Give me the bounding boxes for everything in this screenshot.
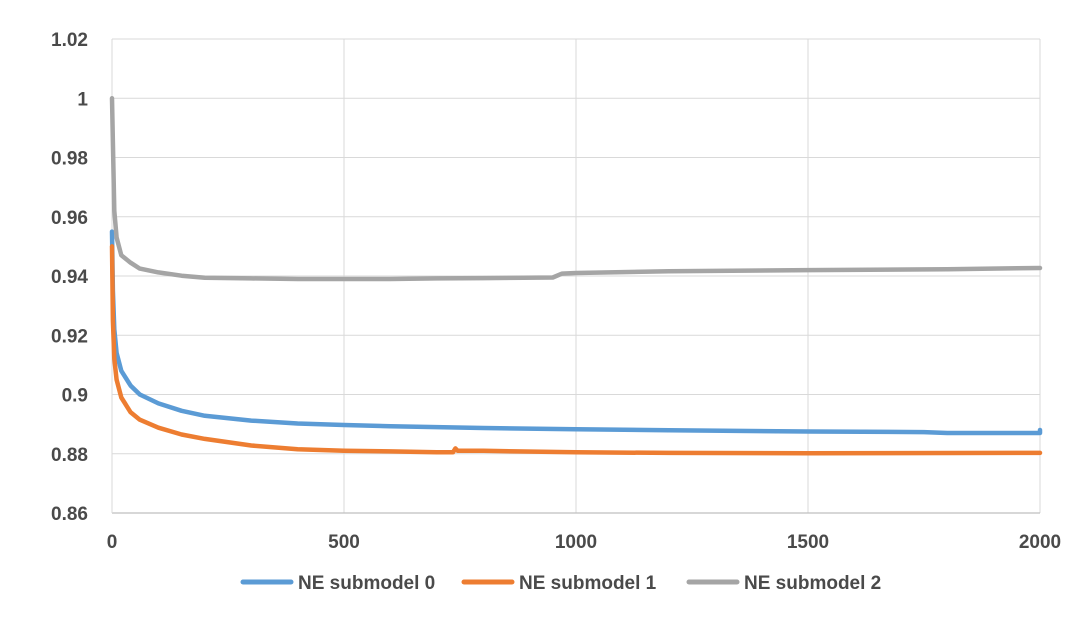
x-tick-label: 2000 <box>1019 532 1061 553</box>
legend-label: NE submodel 2 <box>744 573 881 594</box>
legend-item-1: NE submodel 1 <box>461 573 657 594</box>
tick-labels: 0.86 0.88 0.9 0.92 0.94 0.96 0.98 1 1.02 0 500 1000… <box>51 30 1061 553</box>
legend-label: NE submodel 1 <box>519 573 657 594</box>
y-tick-label: 0.86 <box>51 504 88 525</box>
series-lines <box>109 96 1043 456</box>
legend-item-0: NE submodel 0 <box>240 573 435 594</box>
y-tick-label: 0.92 <box>51 326 88 347</box>
legend-item-2: NE submodel 2 <box>686 573 881 594</box>
y-tick-label: 1.02 <box>51 30 88 51</box>
grid-lines <box>112 38 1041 513</box>
x-tick-label: 0 <box>107 532 118 553</box>
x-tick-label: 500 <box>328 532 360 553</box>
legend-label: NE submodel 0 <box>298 573 435 594</box>
series-line-2 <box>109 96 1043 282</box>
y-tick-label: 0.98 <box>51 149 88 170</box>
x-tick-label: 1000 <box>555 532 597 553</box>
y-tick-label: 0.88 <box>51 445 88 466</box>
y-tick-label: 1 <box>77 89 88 110</box>
legend: NE submodel 0 NE submodel 1 NE submodel 2 <box>240 573 881 594</box>
x-tick-label: 1500 <box>787 532 829 553</box>
series-line-1 <box>109 244 1043 456</box>
series-line-0 <box>109 229 1043 436</box>
y-tick-label: 0.96 <box>51 208 88 229</box>
y-tick-label: 0.94 <box>51 267 88 288</box>
y-tick-label: 0.9 <box>62 386 88 407</box>
